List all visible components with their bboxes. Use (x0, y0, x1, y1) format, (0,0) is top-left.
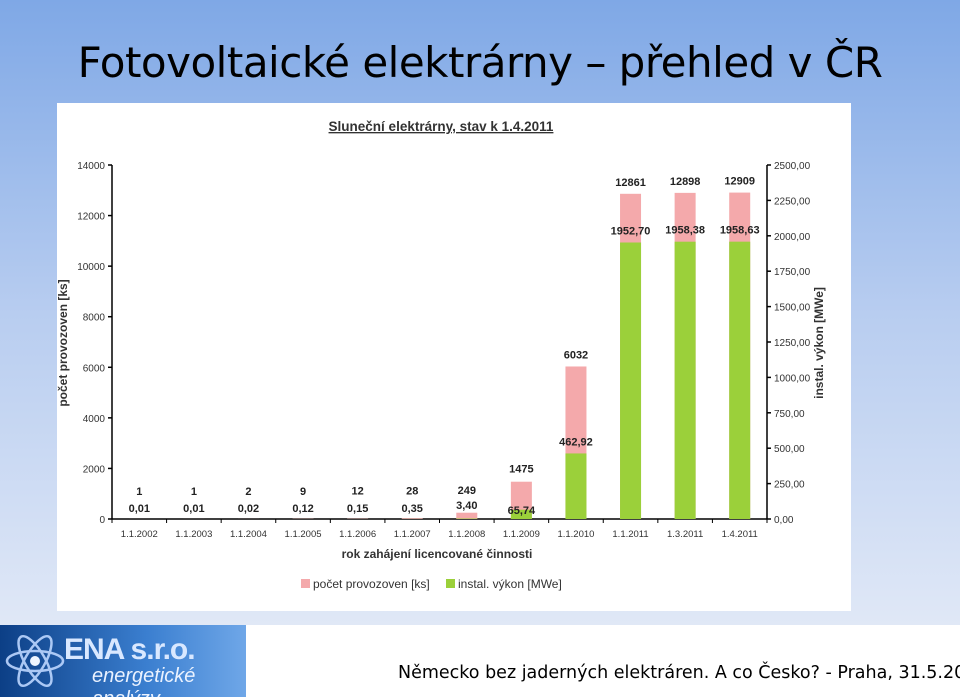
data-label-count: 12 (352, 486, 364, 498)
legend-swatch-count (301, 579, 310, 588)
legend-swatch-power (446, 579, 455, 588)
x-tick-label: 1.1.2003 (175, 529, 212, 540)
footer-bar: ENA s.r.o. energetické analýzy Německo b… (0, 625, 960, 697)
data-label-power: 0,35 (401, 503, 422, 515)
data-label-count: 249 (458, 485, 476, 497)
y2-tick-label: 1000,00 (774, 373, 811, 384)
y2-tick-label: 2500,00 (774, 161, 811, 172)
x-axis-label: rok zahájení licencované činnosti (342, 547, 533, 561)
data-label-power: 1958,63 (720, 225, 760, 237)
atom-icon (5, 634, 65, 688)
data-label-power: 1952,70 (611, 225, 651, 237)
data-label-count: 6032 (564, 349, 588, 361)
y2-tick-label: 2000,00 (774, 232, 811, 243)
data-label-count: 1 (136, 486, 142, 498)
y-axis-label: počet provozoven [ks] (57, 279, 70, 406)
data-label-count: 28 (406, 485, 418, 497)
logo-name: ENA s.r.o. (64, 633, 196, 666)
y2-tick-label: 1750,00 (774, 267, 811, 278)
data-label-power: 1958,38 (665, 225, 705, 237)
logo-tagline: energetické analýzy (92, 665, 196, 697)
x-tick-label: 1.1.2006 (339, 529, 376, 540)
data-label-count: 12909 (724, 176, 755, 188)
data-label-power: 0,15 (347, 503, 368, 515)
bar-power (729, 241, 751, 519)
y2-tick-label: 750,00 (774, 409, 805, 420)
bar-count (401, 518, 423, 519)
y-tick-label: 8000 (83, 313, 106, 324)
chart-title: Sluneční elektrárny, stav k 1.4.2011 (329, 119, 554, 134)
data-label-power: 462,92 (559, 436, 593, 448)
data-label-power: 0,01 (183, 503, 204, 515)
data-label-power: 0,01 (129, 503, 150, 515)
data-label-count: 1 (191, 486, 197, 498)
data-label-count: 2 (245, 486, 251, 498)
y2-tick-label: 250,00 (774, 480, 805, 491)
y2-axis-label: instal. výkon [MWe] (812, 287, 826, 399)
bar-power (620, 242, 642, 519)
x-tick-label: 1.1.2010 (557, 529, 594, 540)
data-label-power: 65,74 (508, 505, 536, 517)
data-label-power: 3,40 (456, 500, 477, 512)
data-label-power: 0,12 (292, 503, 313, 515)
data-label-count: 9 (300, 486, 306, 498)
y2-tick-label: 1500,00 (774, 303, 811, 314)
y2-tick-label: 2250,00 (774, 196, 811, 207)
y2-tick-label: 1250,00 (774, 338, 811, 349)
footer-text: Německo bez jaderných elektráren. A co Č… (398, 663, 960, 683)
chart-panel: Sluneční elektrárny, stav k 1.4.2011 rok… (57, 103, 851, 611)
bar-power (674, 241, 696, 519)
x-tick-label: 1.1.2007 (394, 529, 431, 540)
y-tick-label: 12000 (77, 212, 105, 223)
x-tick-label: 1.4.2011 (722, 529, 758, 540)
x-tick-label: 1.3.2011 (667, 529, 703, 540)
bar-chart: Sluneční elektrárny, stav k 1.4.2011 rok… (57, 119, 826, 591)
y2-tick-label: 500,00 (774, 444, 805, 455)
y-tick-label: 14000 (77, 161, 105, 172)
x-tick-label: 1.1.2009 (503, 529, 540, 540)
bar-count (510, 481, 532, 519)
y-tick-label: 2000 (83, 464, 106, 475)
y-tick-label: 6000 (83, 363, 106, 374)
chart-plot-area: 0 2000 4000 6000 8000 10000 12000 14000 0,00 250,… (77, 161, 810, 540)
x-tick-label: 1.1.2002 (121, 529, 158, 540)
legend-label-count: počet provozoven [ks] (313, 577, 430, 591)
x-tick-label: 1.1.2005 (285, 529, 322, 540)
y-tick-label: 10000 (77, 262, 105, 273)
bar-power (510, 509, 532, 519)
data-label-count: 1475 (509, 464, 533, 476)
y-tick-label: 4000 (83, 414, 106, 425)
bar-power (565, 453, 587, 519)
legend-label-power: instal. výkon [MWe] (458, 577, 562, 591)
y2-tick-label: 0,00 (774, 515, 794, 526)
x-tick-label: 1.1.2008 (448, 529, 485, 540)
slide-title: Fotovoltaické elektrárny – přehled v ČR (77, 38, 883, 87)
y-tick-label: 0 (99, 515, 105, 526)
x-tick-label: 1.1.2004 (230, 529, 267, 540)
bar-count (456, 512, 478, 519)
x-tick-label: 1.1.2011 (612, 529, 648, 540)
company-logo: ENA s.r.o. energetické analýzy (0, 625, 246, 697)
data-label-count: 12898 (670, 176, 701, 188)
data-label-power: 0,02 (238, 503, 259, 515)
data-label-count: 12861 (615, 177, 646, 189)
